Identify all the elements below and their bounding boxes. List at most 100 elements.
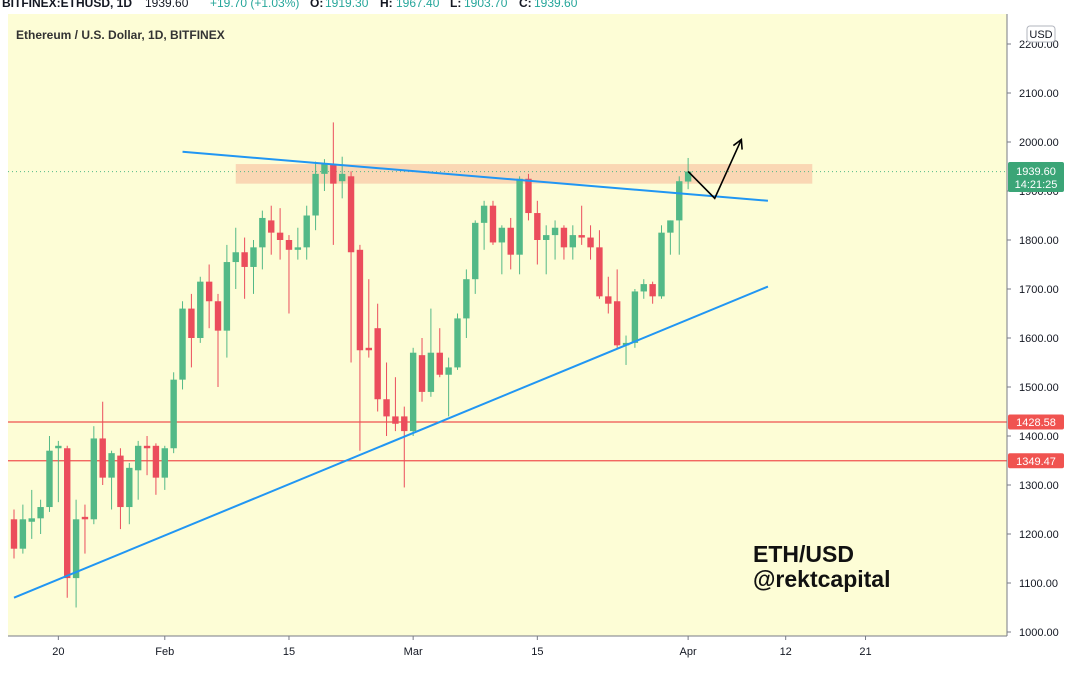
candle-body xyxy=(596,247,603,297)
x-tick-label: 20 xyxy=(52,646,64,658)
candle-body xyxy=(356,249,364,351)
candle xyxy=(445,357,452,417)
header-l-value: 1903.70 xyxy=(464,0,508,10)
candle-body xyxy=(463,279,470,319)
header-h-label: H: xyxy=(380,0,393,10)
candle xyxy=(347,171,355,363)
candle xyxy=(551,220,559,260)
candle xyxy=(436,328,443,378)
candle xyxy=(37,499,44,534)
candle xyxy=(232,227,239,289)
candle-body xyxy=(525,178,532,214)
candle xyxy=(463,269,470,338)
header-l-label: L: xyxy=(450,0,461,10)
candle-body xyxy=(472,222,479,280)
candle-body xyxy=(640,284,647,292)
candle-body xyxy=(551,227,559,236)
candle-body xyxy=(108,453,115,478)
candle xyxy=(205,264,213,329)
y-tick-label: 1200.00 xyxy=(1019,529,1059,541)
candle-body xyxy=(197,281,204,338)
candle-body xyxy=(321,164,328,174)
header-o-value: 1919.30 xyxy=(325,0,369,10)
trendlines-layer xyxy=(13,150,769,599)
candle-body xyxy=(126,467,133,508)
candle-body xyxy=(214,301,222,331)
candle xyxy=(409,347,417,436)
header-symbol: BITFINEX:ETHUSD, 1D xyxy=(2,0,132,10)
candle-body xyxy=(37,507,44,519)
candle-body xyxy=(516,178,523,255)
candle-body xyxy=(667,220,674,233)
candle-body xyxy=(569,235,577,248)
candle-body xyxy=(72,519,80,579)
currency-badge[interactable]: USD xyxy=(1029,29,1052,41)
candle xyxy=(418,338,426,402)
candle-body xyxy=(64,448,71,579)
x-tick-label: Feb xyxy=(155,646,174,658)
candle xyxy=(356,244,364,451)
price-tag-countdown: 14:21:25 xyxy=(1015,179,1058,191)
candle xyxy=(649,281,656,304)
candle xyxy=(569,225,577,260)
candle xyxy=(640,279,647,299)
candle-body xyxy=(99,438,106,478)
watermark-author: @rektcapital xyxy=(753,566,890,592)
x-tick-label: 12 xyxy=(780,646,792,658)
candle-body xyxy=(480,205,488,223)
candle-body xyxy=(454,318,461,368)
candle-body xyxy=(649,284,656,297)
candle xyxy=(560,225,568,260)
currency-badge-box[interactable] xyxy=(1026,25,1056,43)
y-tick-label: 1100.00 xyxy=(1019,578,1058,590)
y-tick-label: 1400.00 xyxy=(1019,431,1059,443)
candle-body xyxy=(374,328,381,400)
candle-body xyxy=(676,181,683,221)
candle xyxy=(498,225,506,275)
candle xyxy=(427,308,435,397)
candle-body xyxy=(179,308,186,380)
candle-body xyxy=(294,247,302,250)
candle xyxy=(401,406,408,488)
candle-body xyxy=(631,291,639,343)
candle-body xyxy=(223,262,231,331)
header-last: 1939.60 xyxy=(145,0,189,10)
level-tag-box xyxy=(1008,453,1064,469)
candle-body xyxy=(418,355,426,392)
candle xyxy=(10,509,18,559)
candle-body xyxy=(445,367,452,375)
trendline xyxy=(13,285,769,599)
header-c-label: C: xyxy=(519,0,532,10)
candle xyxy=(454,313,461,370)
candle xyxy=(90,426,98,525)
candle-body xyxy=(152,445,160,478)
level-tag: 1428.58 xyxy=(1016,417,1056,429)
x-tick-label: 15 xyxy=(283,646,295,658)
trendline xyxy=(182,150,769,202)
candle-body xyxy=(241,252,248,267)
candle xyxy=(303,205,310,260)
candle xyxy=(374,303,381,412)
level-tag-box xyxy=(1008,414,1064,430)
candle-body xyxy=(259,217,266,248)
candle-body xyxy=(28,518,35,522)
candle xyxy=(223,244,231,358)
candle xyxy=(72,499,80,608)
candle xyxy=(179,301,186,390)
projection-arrow xyxy=(687,139,743,200)
candle-body xyxy=(543,235,550,240)
candle-body xyxy=(188,308,195,338)
candle xyxy=(161,445,168,490)
candle-body xyxy=(578,235,585,238)
candle xyxy=(489,200,497,245)
candle-body xyxy=(330,164,337,184)
candle-body xyxy=(90,438,98,520)
candle-body xyxy=(19,519,27,549)
candle xyxy=(81,504,89,554)
candle-body xyxy=(560,227,568,248)
candle xyxy=(392,377,399,432)
chart-title: Ethereum / U.S. Dollar, 1D, BITFINEX xyxy=(16,28,225,42)
candle xyxy=(534,200,541,265)
candle xyxy=(587,225,594,260)
